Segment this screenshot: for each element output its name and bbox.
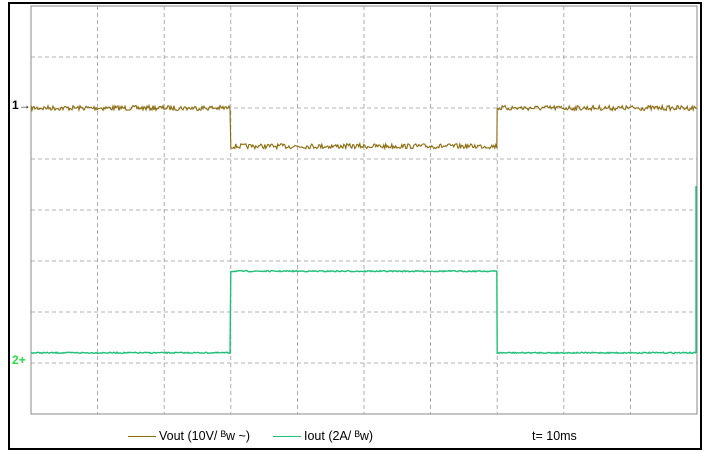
legend-swatch-vout <box>128 435 156 437</box>
legend-label-vout: Vout (10V/ ᴮw ~) <box>159 429 250 443</box>
legend-label-iout: Iout (2A/ ᴮw) <box>304 429 374 443</box>
legend-swatch-iout <box>273 435 301 437</box>
channel-2-marker-label: 2 <box>12 353 19 367</box>
time-per-div-readout: t= 10ms <box>532 429 577 443</box>
chart-frame <box>8 2 702 450</box>
channel-2-marker: 2+ <box>12 353 26 367</box>
legend: Vout (10V/ ᴮw ~) Iout (2A/ ᴮw) t= 10ms <box>0 425 709 449</box>
series-line-vout <box>30 103 697 151</box>
legend-item-iout: Iout (2A/ ᴮw) <box>273 429 373 443</box>
legend-item-vout: Vout (10V/ ᴮw ~) <box>128 429 250 443</box>
series-line-iout <box>30 269 697 355</box>
time-per-div-label: t= 10ms <box>532 429 577 443</box>
channel-1-marker-label: 1 <box>12 98 19 112</box>
channel-1-marker: 1→ <box>12 98 31 112</box>
